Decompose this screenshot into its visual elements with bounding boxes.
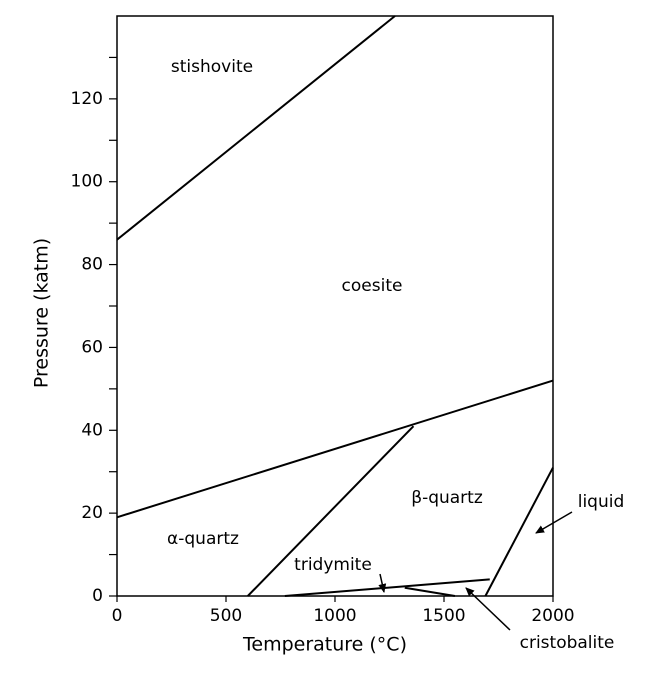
x-tick-label: 500: [210, 606, 242, 626]
region-label: stishovite: [171, 57, 253, 77]
region-label: cristobalite: [520, 633, 615, 653]
y-tick-label: 20: [81, 503, 103, 523]
region-label: liquid: [578, 492, 625, 512]
x-tick-label: 1500: [422, 606, 465, 626]
phase-boundary: [284, 578, 490, 597]
y-tick-label: 0: [92, 586, 103, 606]
x-tick-label: 2000: [531, 606, 574, 626]
region-label: β-quartz: [411, 488, 483, 508]
arrow: [378, 573, 387, 593]
y-tick-label: 80: [81, 255, 103, 275]
plot-frame: [116, 15, 554, 597]
y-tick-label: 40: [81, 420, 103, 440]
y-tick-label: 100: [71, 172, 103, 192]
y-tick-label: 60: [81, 337, 103, 357]
x-axis-label: Temperature (°C): [242, 634, 407, 656]
region-label: α-quartz: [167, 529, 239, 549]
phase-boundary: [484, 467, 554, 597]
arrow: [465, 587, 511, 631]
phase-boundary: [247, 425, 415, 597]
arrow: [535, 511, 573, 534]
y-tick-label: 120: [71, 89, 103, 109]
phase-boundary: [116, 379, 554, 519]
region-label: tridymite: [294, 555, 372, 575]
region-label: coesite: [342, 276, 403, 296]
phase-boundary: [404, 586, 456, 597]
phase-boundary: [116, 15, 396, 241]
y-axis-label: Pressure (katm): [31, 238, 53, 388]
x-tick-label: 0: [112, 606, 123, 626]
x-tick-label: 1000: [313, 606, 356, 626]
